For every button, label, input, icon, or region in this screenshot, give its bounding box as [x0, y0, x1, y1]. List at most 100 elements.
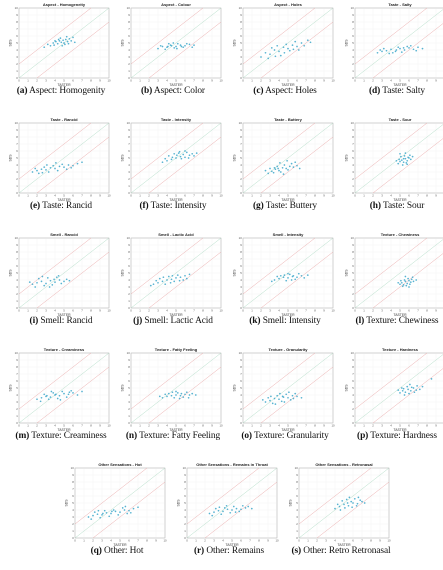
data-point	[287, 272, 289, 275]
data-point	[188, 154, 191, 157]
data-point	[408, 392, 410, 395]
data-point	[281, 395, 284, 398]
data-point	[285, 167, 288, 170]
data-point	[267, 396, 270, 399]
data-point	[105, 511, 108, 514]
data-point	[180, 45, 183, 48]
y-tick-label: 7	[16, 142, 18, 146]
upper-tolerance-line	[18, 237, 92, 295]
upper-tolerance-line	[354, 352, 428, 410]
x-tick-label: 7	[361, 539, 363, 543]
upper-tolerance-line	[242, 7, 316, 65]
y-tick-label: 0	[352, 191, 354, 195]
data-point	[61, 163, 64, 166]
data-point	[294, 161, 297, 164]
data-point	[112, 509, 115, 511]
x-tick-label: 7	[417, 309, 419, 313]
y-tick-label: 4	[128, 48, 130, 52]
data-point	[49, 166, 52, 169]
data-point	[36, 398, 38, 401]
y-tick-label: 8	[352, 135, 354, 139]
identity-line	[354, 354, 443, 424]
upper-tolerance-line	[354, 122, 428, 180]
y-tick-label: 4	[352, 393, 354, 397]
y-tick-label: 10	[127, 351, 131, 355]
x-tick-label: 3	[269, 79, 271, 83]
data-point	[404, 152, 407, 154]
data-point	[34, 286, 37, 288]
data-point	[182, 279, 185, 281]
data-point	[65, 35, 68, 38]
x-tick-label: 4	[390, 309, 392, 313]
x-tick-label: 7	[81, 194, 83, 198]
y-tick-label: 1	[352, 69, 354, 73]
y-tick-label: 8	[184, 480, 186, 484]
x-tick-label: 9	[323, 309, 325, 313]
figure: 0 1 2 3 4 5 6 7 8 9 10 0 1 2 3 4 5 6 7 8 9 10 Aspect - Homogen…	[0, 2, 443, 556]
chart-panel: 0 1 2 3 4 5 6 7 8 9 10 0 1 2 3 4 5 6 7 8 9 10 Smell - Intensit…	[230, 230, 340, 340]
data-point	[172, 42, 175, 44]
data-point	[405, 284, 408, 287]
data-point	[270, 280, 273, 283]
data-point	[403, 394, 406, 396]
y-tick-label: 9	[128, 128, 130, 132]
lower-tolerance-line	[148, 21, 222, 79]
x-tick-label: 4	[278, 194, 280, 198]
y-tick-label: 3	[240, 400, 242, 404]
data-point	[65, 396, 68, 398]
data-point	[50, 390, 53, 393]
data-point	[280, 400, 283, 403]
y-tick-label: 2	[352, 177, 354, 181]
x-tick-label: 8	[370, 539, 372, 543]
data-point	[430, 378, 433, 380]
data-point	[357, 496, 360, 499]
subfigure-caption-text: Aspect: Color	[153, 86, 205, 96]
y-tick-label: 5	[240, 271, 242, 275]
lower-tolerance-line	[36, 366, 110, 424]
data-point	[412, 48, 415, 51]
data-point	[300, 396, 303, 399]
x-tick-label: 0	[354, 79, 356, 83]
y-tick-label: 4	[240, 278, 242, 282]
chart-title: Aspect - Holes	[274, 2, 303, 7]
y-axis-label: SDS	[345, 154, 349, 162]
data-point	[400, 281, 403, 284]
y-tick-label: 7	[128, 27, 130, 31]
x-tick-label: 8	[202, 194, 204, 198]
data-point	[264, 51, 267, 54]
reference-lines	[18, 352, 110, 424]
y-tick-label: 1	[128, 184, 130, 188]
data-point	[158, 277, 161, 280]
data-point	[388, 52, 391, 55]
y-tick-label: 7	[240, 257, 242, 261]
data-point	[409, 158, 412, 161]
x-tick-label: 8	[146, 539, 148, 543]
x-axis-label: TASTER	[113, 543, 127, 547]
data-point	[180, 392, 183, 395]
data-point	[273, 397, 276, 400]
data-point	[76, 162, 79, 165]
chart-panel: 0 1 2 3 4 5 6 7 8 9 10 0 1 2 3 4 5 6 7 8 9 10 Taste - Rancid TA…	[6, 115, 116, 225]
y-tick-label: 0	[240, 421, 242, 425]
y-tick-label: 0	[184, 536, 186, 540]
chart-title: Taste - Buttery	[274, 117, 302, 122]
y-tick-label: 8	[240, 135, 242, 139]
y-axis-label: SDS	[121, 39, 125, 47]
subfigure-caption: (m) Texture: Creaminess	[0, 431, 122, 441]
x-tick-label: 2	[260, 79, 262, 83]
identity-line	[18, 352, 110, 424]
chart-title: Other Sensations - Remains in Throat	[196, 462, 268, 467]
y-tick-label: 3	[128, 170, 130, 174]
points	[87, 505, 139, 520]
x-tick-label: 7	[305, 79, 307, 83]
x-tick-label: 8	[426, 194, 428, 198]
data-point	[408, 286, 410, 288]
data-point	[309, 41, 312, 44]
y-tick-label: 0	[128, 76, 130, 80]
grid	[186, 467, 278, 539]
data-point	[276, 275, 279, 278]
data-point	[55, 162, 57, 164]
chart-title: Smell - Lactic Acid	[158, 232, 194, 237]
data-point	[290, 279, 293, 281]
